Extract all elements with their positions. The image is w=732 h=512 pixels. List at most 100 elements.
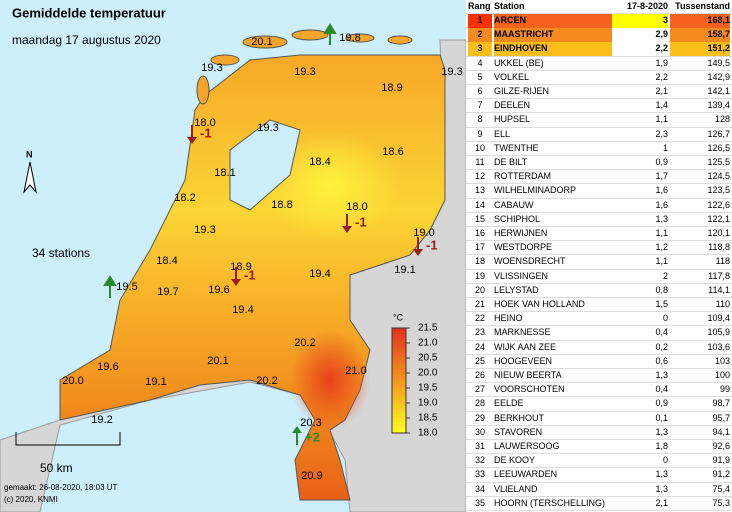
scale-label: 50 km — [40, 461, 73, 475]
table-cell: EINDHOVEN — [494, 42, 612, 57]
table-cell: 1,2 — [655, 242, 668, 253]
table-cell: 1,8 — [655, 441, 668, 451]
table-cell: 1,4 — [655, 100, 668, 111]
table-cell: 139,4 — [707, 100, 730, 111]
table-cell: 122,6 — [707, 199, 730, 210]
table-cell: 2 — [662, 270, 668, 281]
station-value: 20.1 — [251, 36, 272, 48]
table-cell: WESTDORPE — [494, 242, 553, 253]
table-cell: 142,1 — [707, 86, 730, 96]
table-cell: 95,7 — [712, 412, 730, 423]
change-arrow-head — [413, 249, 423, 256]
legend-tick-label: 20.5 — [418, 353, 438, 364]
change-label: -1 — [355, 214, 367, 229]
table-cell: 1,6 — [655, 199, 668, 210]
station-value: 18.1 — [214, 167, 235, 179]
north-arrow — [23, 161, 37, 194]
station-value: 19.1 — [145, 376, 166, 388]
table-cell: 75,4 — [712, 483, 730, 494]
table-cell: 15 — [474, 213, 485, 224]
table-cell: 1,3 — [655, 370, 668, 380]
table-cell: 100 — [714, 370, 730, 380]
table-cell: ELL — [494, 128, 511, 139]
table-cell: 14 — [474, 199, 485, 210]
table-cell: 4 — [477, 57, 483, 68]
legend-tick-label: 21.0 — [418, 338, 438, 349]
table-cell: 0,6 — [655, 355, 668, 366]
table-cell: 128 — [714, 114, 730, 125]
table-cell: 125,5 — [707, 157, 730, 167]
table-row: 32 DE KOOY 0 91,9 — [466, 454, 732, 469]
table-cell: 99 — [719, 384, 730, 395]
legend-tick-label: 21.5 — [418, 323, 438, 334]
station-value: 18.4 — [309, 156, 330, 168]
colorbar — [391, 327, 407, 434]
map: Gemiddelde temperatuur maandag 17 august… — [0, 0, 466, 512]
station-value: 18.8 — [271, 199, 292, 211]
table-cell: 126,5 — [707, 142, 730, 153]
legend-tick-label: 19.5 — [418, 383, 438, 394]
change-arrow-head — [292, 426, 302, 433]
table-cell: 29 — [474, 412, 485, 423]
ranking-table: Rang Station 17-8-2020 Tussenstand 1 ARCEN 3 16… — [466, 0, 732, 512]
table-cell: 75,3 — [712, 497, 730, 508]
table-row: 34 VLIELAND 1,3 75,4 — [466, 483, 732, 497]
table-cell: 17-8-2020 — [626, 1, 668, 11]
station-value: 20.9 — [301, 470, 322, 482]
station-value: 21.0 — [345, 365, 366, 377]
table-cell: 1,1 — [655, 256, 668, 267]
table-cell: 0,9 — [655, 157, 668, 167]
scale-bar — [15, 432, 121, 446]
table-row: 22 HEINO 0 109,4 — [466, 312, 732, 327]
table-cell: 7 — [477, 100, 483, 111]
table-cell: 120,1 — [707, 228, 730, 238]
change-arrow-head — [342, 226, 352, 233]
table-cell: 122,1 — [707, 213, 730, 224]
table-cell: HOEK VAN HOLLAND — [494, 299, 585, 309]
table-cell: 10 — [474, 142, 485, 153]
table-cell: 114,1 — [708, 284, 730, 295]
made-note: gemaakt: 26-08-2020, 18:03 UT — [4, 483, 118, 492]
station-value: 19.0 — [413, 227, 434, 239]
table-cell: TWENTHE — [494, 142, 539, 153]
table-cell: 117,8 — [708, 270, 730, 281]
table-cell: GILZE-RIJEN — [494, 86, 550, 96]
station-value: 20.2 — [294, 337, 315, 349]
table-row: 7 DEELEN 1,4 139,4 — [466, 99, 732, 114]
station-value: 18.0 — [194, 117, 215, 129]
table-row: 23 MARKNESSE 0,4 105,9 — [466, 326, 732, 341]
station-value: 19.3 — [194, 224, 215, 236]
change-label: -1 — [200, 125, 212, 140]
table-cell: 94,1 — [712, 426, 730, 437]
table-cell: 0,8 — [655, 284, 668, 295]
table-cell: 34 — [474, 483, 485, 494]
table-cell: VLIELAND — [494, 483, 538, 494]
table-cell: 123,5 — [707, 185, 730, 196]
table-cell: 126,7 — [707, 128, 730, 139]
legend-tick-label: 18.5 — [418, 413, 438, 424]
table-cell: DE BILT — [494, 157, 528, 167]
table-cell: 0,1 — [655, 412, 668, 423]
table-row: 2 MAASTRICHT 2,9 158,7 — [466, 28, 732, 43]
legend-tick-label: 20.0 — [418, 368, 438, 379]
table-cell: 1,7 — [655, 171, 668, 182]
table-cell: 32 — [474, 455, 485, 466]
table-cell: 3 — [612, 14, 668, 28]
table-cell: VOLKEL — [494, 71, 530, 82]
table-cell: 26 — [474, 370, 485, 380]
table-row: 4 UKKEL (BE) 1,9 149,5 — [466, 57, 732, 71]
table-cell: WIJK AAN ZEE — [494, 341, 557, 352]
table-row: 16 HERWIJNEN 1,1 120,1 — [466, 227, 732, 242]
table-cell: 22 — [474, 313, 485, 324]
table-cell: 92,6 — [712, 441, 730, 451]
table-cell: 2 — [468, 28, 492, 43]
table-row: 13 WILHELMINADORP 1,6 123,5 — [466, 184, 732, 199]
table-cell: 35 — [474, 497, 485, 508]
station-value: 20.3 — [300, 417, 321, 429]
station-value: 19.4 — [232, 304, 253, 316]
table-cell: 24 — [474, 341, 485, 352]
table-cell: 2,1 — [655, 497, 668, 508]
table-row: 26 NIEUW BEERTA 1,3 100 — [466, 369, 732, 384]
table-row: 12 ROTTERDAM 1,7 124,5 — [466, 170, 732, 185]
table-cell: 1,3 — [655, 483, 668, 494]
